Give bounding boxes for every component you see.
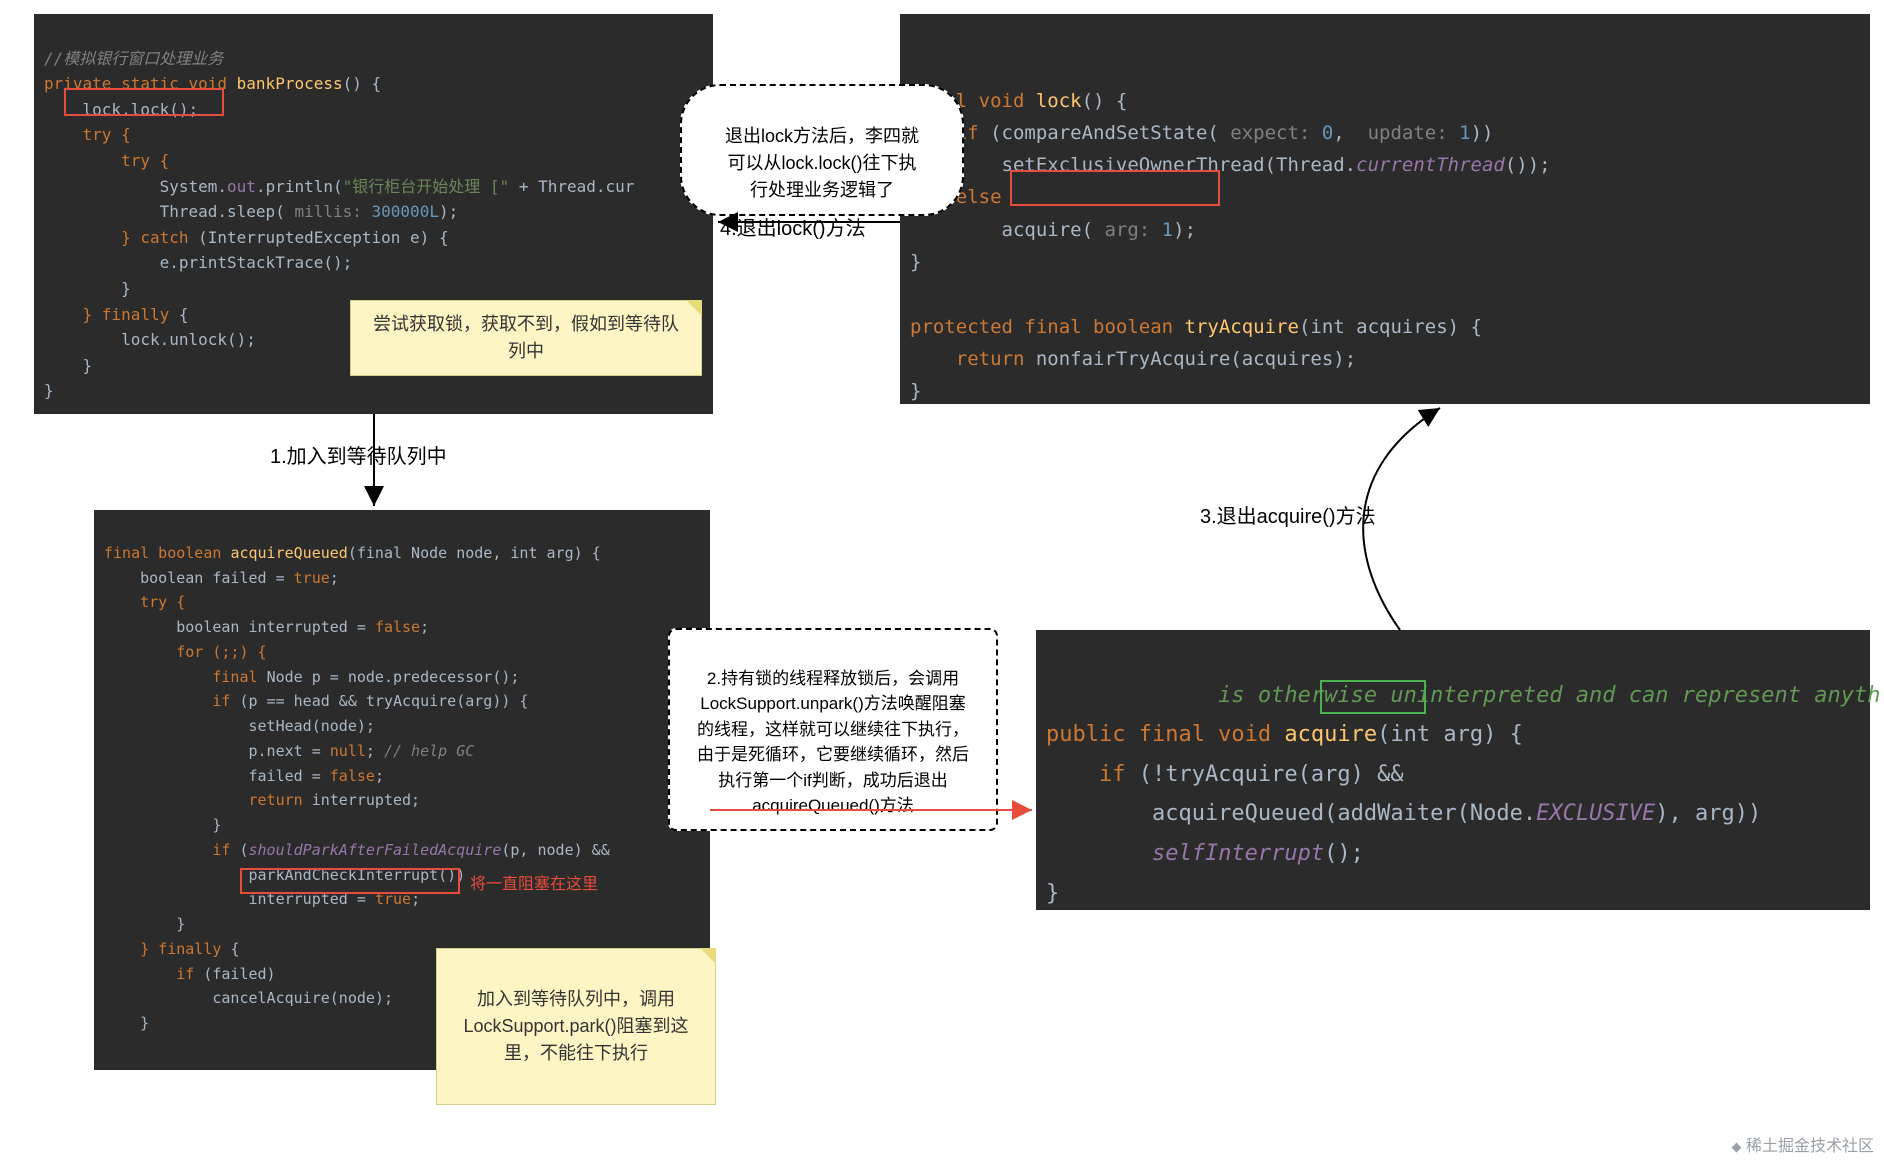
step3-label: 3.退出acquire()方法 (1200, 500, 1376, 529)
code-comment: //模拟银行窗口处理业务 (44, 49, 223, 68)
note-try-acquire: 尝试获取锁，获取不到，假如到等待队列中 (350, 300, 702, 376)
code-panel-lock-method: final void lock() { if (compareAndSetSta… (900, 14, 1870, 404)
red-annotation-text: 将一直阻塞在这里 (470, 870, 598, 894)
watermark: ◆ 稀土掘金技术社区 (1732, 1132, 1874, 1156)
code-panel-acquire: is otherwise uninterpreted and can repre… (1036, 630, 1870, 910)
step1-label: 1.加入到等待队列中 (270, 440, 447, 469)
note-park-block: 加入到等待队列中，调用 LockSupport.park()阻塞到这 里，不能往… (436, 948, 716, 1105)
note-exit-lock-bubble: 退出lock方法后，李四就 可以从lock.lock()往下执 行处理业务逻辑了 (680, 84, 964, 216)
note-unpark-explain: 2.持有锁的线程释放锁后，会调用 LockSupport.unpark()方法唤… (668, 628, 998, 831)
step4-label: 4.退出lock()方法 (720, 212, 866, 241)
